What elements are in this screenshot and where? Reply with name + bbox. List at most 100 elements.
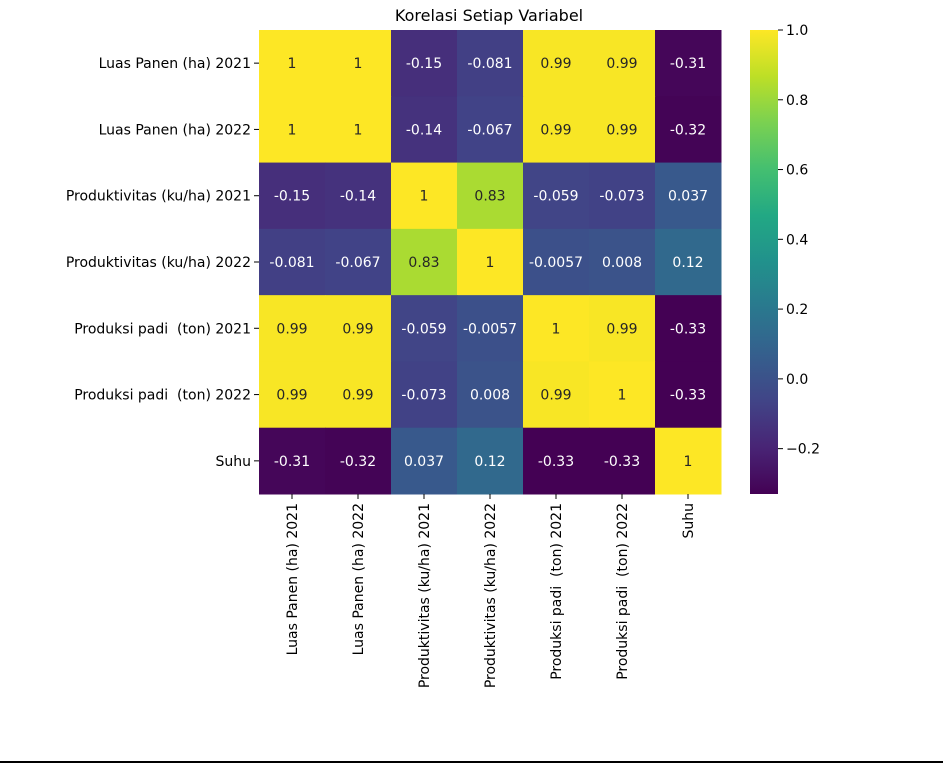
cell-annotation: -0.067 — [467, 122, 512, 138]
heatmap-cell — [523, 30, 590, 97]
heatmap-cell — [655, 295, 722, 362]
cell-annotation: -0.31 — [670, 56, 706, 72]
cell-annotation: 0.12 — [474, 454, 505, 470]
heatmap-cells: 1 1 -0.15 -0.081 0.99 0.99 -0.31 1 1 -0.14 -0.067 0… — [259, 30, 722, 495]
heatmap-cell — [655, 228, 722, 296]
heatmap-cell — [325, 228, 392, 296]
cell-annotation: 0.99 — [540, 56, 571, 72]
heatmap-cell — [655, 427, 722, 495]
heatmap-cell — [391, 361, 458, 429]
column-label: Luas Panen (ha) 2021 — [285, 503, 301, 655]
cell-annotation: -0.14 — [406, 122, 442, 138]
cell-annotation: 1 — [618, 388, 627, 404]
colorbar-tick-label: 1.0 — [786, 23, 808, 39]
cell-annotation: 1 — [354, 122, 363, 138]
cell-annotation: 1 — [552, 321, 561, 337]
heatmap-cell — [325, 162, 392, 230]
heatmap-cell — [589, 295, 656, 362]
heatmap-cell — [523, 162, 590, 230]
cell-annotation: 0.99 — [606, 56, 637, 72]
row-label: Produksi padi (ton) 2022 — [74, 388, 251, 404]
cell-annotation: -0.0057 — [529, 255, 583, 271]
cell-annotation: 1 — [684, 454, 693, 470]
heatmap-cell — [259, 427, 326, 495]
cell-annotation: 0.99 — [540, 122, 571, 138]
cell-annotation: 0.008 — [602, 255, 642, 271]
row-label: Luas Panen (ha) 2021 — [99, 56, 251, 72]
colorbar-tick-label: 0.4 — [786, 232, 808, 248]
heatmap-cell — [655, 30, 722, 97]
colorbar-tick-label: 0.0 — [786, 372, 808, 388]
heatmap-cell — [589, 30, 656, 97]
heatmap-cell — [259, 295, 326, 362]
cell-annotation: -0.067 — [335, 255, 380, 271]
row-label: Suhu — [215, 454, 251, 470]
heatmap-cell — [391, 427, 458, 495]
cell-annotation: -0.33 — [670, 388, 706, 404]
heatmap-cell — [391, 162, 458, 230]
cell-annotation: 0.99 — [276, 388, 307, 404]
cell-annotation: 0.99 — [342, 321, 373, 337]
cell-annotation: -0.33 — [538, 454, 574, 470]
cell-annotation: -0.15 — [274, 189, 310, 205]
cell-annotation: 1 — [354, 56, 363, 72]
heatmap-cell — [655, 96, 722, 164]
row-label: Produktivitas (ku/ha) 2022 — [66, 255, 251, 271]
heatmap-cell — [457, 162, 524, 230]
cell-annotation: 1 — [486, 255, 495, 271]
heatmap-cell — [523, 96, 590, 164]
heatmap-cell — [325, 96, 392, 164]
heatmap-cell — [457, 96, 524, 164]
heatmap-cell — [325, 361, 392, 429]
row-label: Produksi padi (ton) 2021 — [74, 321, 251, 337]
cell-annotation: -0.081 — [467, 56, 512, 72]
cell-annotation: -0.059 — [401, 321, 446, 337]
heatmap-cell — [655, 162, 722, 230]
column-label: Produksi padi (ton) 2022 — [615, 503, 631, 680]
row-labels: Luas Panen (ha) 2021 Luas Panen (ha) 2022… — [66, 56, 259, 470]
heatmap-cell — [523, 295, 590, 362]
cell-annotation: -0.32 — [340, 454, 376, 470]
colorbar-tick-label: −0.2 — [786, 442, 820, 458]
heatmap-cell — [589, 228, 656, 296]
heatmap-cell — [457, 361, 524, 429]
column-label: Suhu — [681, 503, 697, 539]
cell-annotation: -0.14 — [340, 189, 376, 205]
colorbar-tick-label: 0.6 — [786, 163, 808, 179]
heatmap-cell — [259, 162, 326, 230]
cell-annotation: 0.83 — [474, 189, 505, 205]
heatmap-cell — [391, 228, 458, 296]
cell-annotation: -0.32 — [670, 122, 706, 138]
heatmap-cell — [523, 228, 590, 296]
cell-annotation: 1 — [420, 189, 429, 205]
row-label: Produktivitas (ku/ha) 2021 — [66, 189, 251, 205]
heatmap-cell — [589, 96, 656, 164]
cell-annotation: 1 — [288, 122, 297, 138]
column-label: Produktivitas (ku/ha) 2021 — [417, 503, 433, 688]
cell-annotation: 0.037 — [404, 454, 444, 470]
colorbar-gradient — [750, 30, 778, 494]
column-label: Produksi padi (ton) 2021 — [549, 503, 565, 680]
cell-annotation: 1 — [288, 56, 297, 72]
heatmap-cell — [259, 96, 326, 164]
cell-annotation: 0.99 — [540, 388, 571, 404]
cell-annotation: -0.081 — [269, 255, 314, 271]
cell-annotation: -0.073 — [599, 189, 644, 205]
cell-annotation: 0.83 — [408, 255, 439, 271]
cell-annotation: 0.037 — [668, 189, 708, 205]
cell-annotation: -0.073 — [401, 388, 446, 404]
colorbar: 1.0 0.8 0.6 0.4 0.2 0.0 −0.2 — [750, 23, 820, 494]
cell-annotation: 0.008 — [470, 388, 510, 404]
heatmap-cell — [589, 361, 656, 429]
bottom-divider — [0, 761, 943, 763]
column-label: Produktivitas (ku/ha) 2022 — [483, 503, 499, 688]
cell-annotation: -0.33 — [604, 454, 640, 470]
column-label: Luas Panen (ha) 2022 — [351, 503, 367, 655]
heatmap-cell — [589, 427, 656, 495]
heatmap-cell — [325, 30, 392, 97]
cell-annotation: -0.0057 — [463, 321, 517, 337]
heatmap-cell — [259, 361, 326, 429]
colorbar-tick-label: 0.8 — [786, 93, 808, 109]
chart-title: Korelasi Setiap Variabel — [395, 6, 583, 25]
